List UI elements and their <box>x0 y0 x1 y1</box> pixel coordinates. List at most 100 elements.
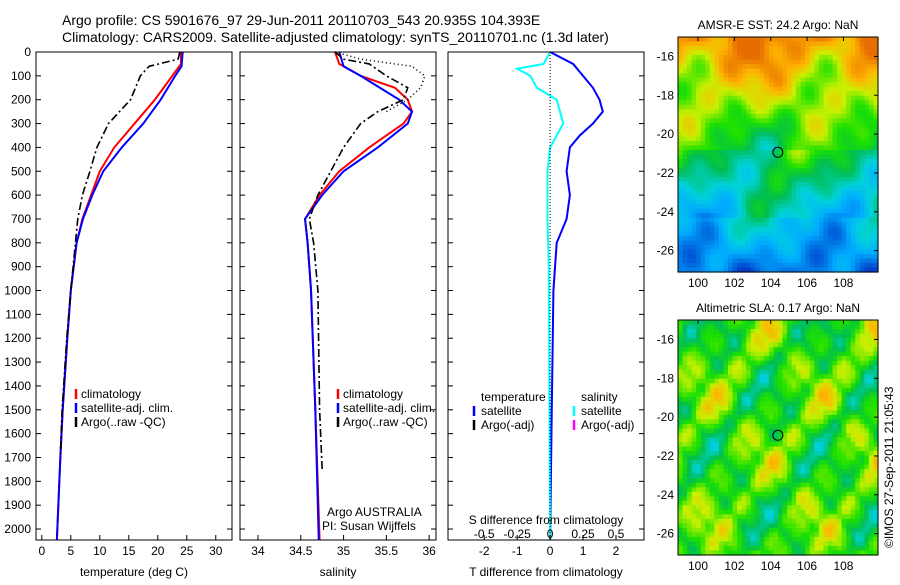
map-cell <box>755 195 761 201</box>
map-cell <box>768 64 775 70</box>
map-cell <box>678 208 684 214</box>
map-cell <box>687 199 693 205</box>
map-cell <box>841 414 847 421</box>
map-cell <box>737 329 743 335</box>
map-cell <box>800 500 806 506</box>
map-cell <box>723 532 729 538</box>
map-cell <box>678 428 684 434</box>
map-cell <box>787 455 793 461</box>
map-cell <box>705 473 711 479</box>
map-cell <box>814 109 820 115</box>
map-cell <box>837 374 843 380</box>
map-cell <box>859 536 865 543</box>
map-cell <box>705 428 711 434</box>
map-cell <box>805 217 811 223</box>
map-cell <box>818 172 825 178</box>
map-cell <box>805 195 811 201</box>
map-cell <box>764 55 770 61</box>
map-cell <box>732 365 738 371</box>
map-cell <box>696 145 702 151</box>
map-cell <box>696 437 702 443</box>
map-cell <box>746 333 752 339</box>
map-cell <box>723 177 729 183</box>
map-cell <box>809 104 815 110</box>
map-cell <box>759 437 765 443</box>
map-cell <box>850 414 856 421</box>
map-cell <box>759 217 765 223</box>
map-cell <box>873 410 879 416</box>
map-cell <box>809 240 815 246</box>
map-cell <box>750 249 756 255</box>
map-cell <box>850 473 856 479</box>
map-cell <box>723 360 729 366</box>
map-cell <box>818 235 825 241</box>
map-cell <box>859 387 865 393</box>
map-cell <box>746 514 752 520</box>
map-cell <box>746 365 752 371</box>
map-cell <box>778 527 784 534</box>
map-cell <box>768 177 775 183</box>
map-cell <box>805 46 811 52</box>
map-cell <box>768 365 775 371</box>
map-cell <box>805 235 811 241</box>
map-cell <box>691 487 697 493</box>
map-cell <box>800 414 806 421</box>
map-cell <box>850 500 856 506</box>
map-cell <box>787 473 793 479</box>
map-cell <box>718 473 725 479</box>
map-cell <box>809 118 815 124</box>
map-cell <box>732 401 738 407</box>
map-cell <box>787 496 793 502</box>
map-cell <box>728 244 734 251</box>
map-cell <box>732 262 738 269</box>
map-cell <box>859 145 865 151</box>
map-cell <box>782 226 788 232</box>
map-cell <box>809 532 815 538</box>
map-cell <box>755 442 761 448</box>
map-cell <box>682 460 688 466</box>
map-cell <box>696 356 702 362</box>
map-cell <box>728 122 734 128</box>
map-cell <box>750 469 756 475</box>
map-cell <box>709 487 715 493</box>
map-cell <box>732 532 738 538</box>
map-cell <box>737 541 743 547</box>
map-cell <box>746 545 752 552</box>
map-cell <box>828 118 834 124</box>
map-cell <box>741 460 747 466</box>
map-cell <box>832 140 838 147</box>
map-cell <box>873 59 879 65</box>
map-cell <box>705 342 711 348</box>
map-cell <box>759 451 765 457</box>
map-cell <box>709 68 715 74</box>
map-cell <box>773 387 779 393</box>
map-cell <box>841 64 847 70</box>
map-cell <box>850 419 856 425</box>
map-cell <box>791 204 797 210</box>
map-cell <box>828 347 834 353</box>
map-cell <box>723 487 729 493</box>
map-cell <box>823 455 829 461</box>
map-cell <box>764 455 770 461</box>
map-cell <box>678 460 684 466</box>
map-cell <box>691 405 697 411</box>
map-cell <box>768 414 775 421</box>
map-cell <box>787 113 793 119</box>
map-cell <box>791 527 797 534</box>
map-cell <box>859 82 865 88</box>
map-cell <box>773 374 779 380</box>
map-cell <box>696 267 702 273</box>
map-cell <box>768 446 775 452</box>
series-line-satellite-adj-clim- <box>55 51 184 541</box>
map-cell <box>755 518 761 524</box>
map-cell <box>768 419 775 425</box>
map-cell <box>782 235 788 241</box>
map-cell <box>846 46 852 52</box>
map-cell <box>755 532 761 538</box>
map-cell <box>805 392 811 398</box>
map-cell <box>705 186 711 192</box>
map-cell <box>778 172 784 178</box>
map-cell <box>850 550 856 556</box>
map-cell <box>809 374 815 380</box>
map-cell <box>764 460 770 466</box>
